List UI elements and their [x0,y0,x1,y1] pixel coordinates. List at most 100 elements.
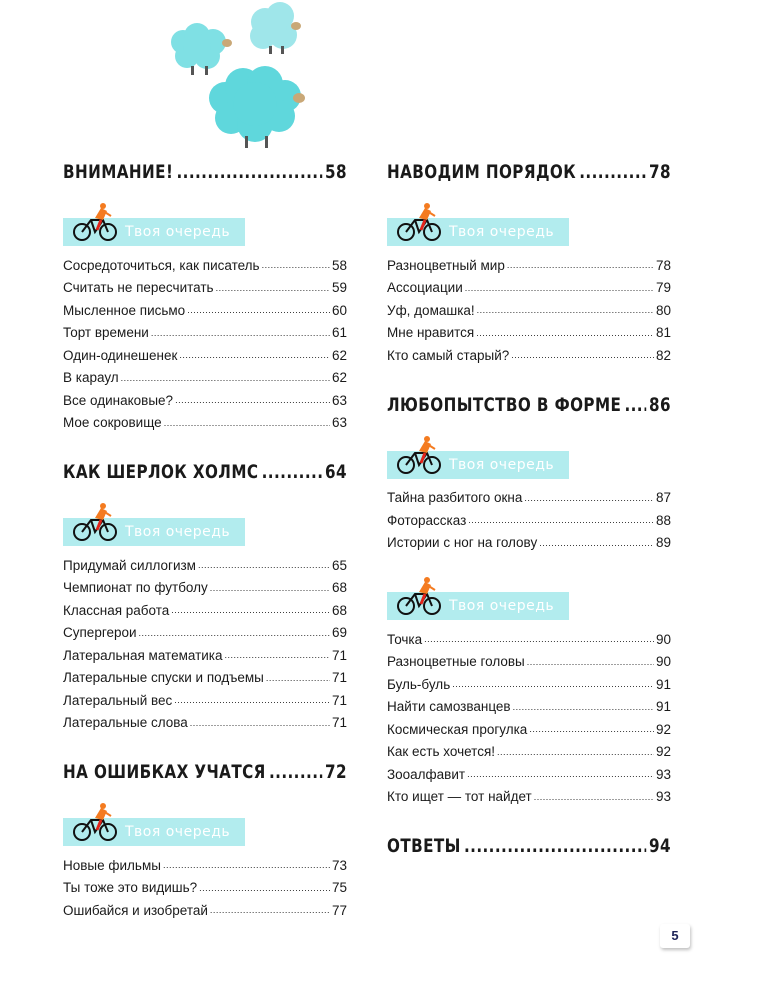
section-page: 94 [649,835,671,857]
toc-entry[interactable]: Латеральные слова 71 [63,712,347,735]
toc-entry[interactable]: Космическая прогулка 92 [387,718,671,741]
section-title: Как Шерлок Холмс [63,461,259,483]
banner-label: Твоя очередь [125,524,231,540]
toc-entry[interactable]: Найти самозванцев 91 [387,696,671,719]
toc-entry[interactable]: Уф, домашка! 80 [387,299,671,322]
toc-entry[interactable]: Мне нравится 81 [387,322,671,345]
banner-label: Твоя очередь [125,824,231,840]
entry-page: 89 [655,535,671,551]
toc-entry[interactable]: Мое сокровище 63 [63,412,347,435]
section-title: Наводим порядок [387,161,577,183]
toc-entry[interactable]: Зооалфавит 93 [387,763,671,786]
entry-page: 71 [331,647,347,663]
leader-dots [529,724,654,734]
toc-entry[interactable]: Придумай силлогизм 65 [63,554,347,577]
toc-entry[interactable]: Ты тоже это видишь? 75 [63,877,347,900]
section-heading[interactable]: Ответы 94 [387,831,671,861]
section-page: 64 [325,461,347,483]
entry-page: 87 [655,490,671,506]
toc-entry[interactable]: Все одинаковые? 63 [63,389,347,412]
toc-entry[interactable]: Как есть хочется! 92 [387,741,671,764]
section-heading[interactable]: На ошибках учатся 72 [63,757,347,787]
entry-title: Кто ищет — тот найдет [387,789,532,805]
leader-dots [476,328,654,338]
toc-entry[interactable]: Классная работа 68 [63,599,347,622]
entry-title: Найти самозванцев [387,699,511,715]
toc-entry[interactable]: Кто самый старый? 82 [387,344,671,367]
entry-page: 71 [331,692,347,708]
entry-title: Латеральный вес [63,692,173,708]
toc-entry[interactable]: Супергерои 69 [63,622,347,645]
leader-dots [424,634,654,644]
entry-title: Тайна разбитого окна [387,490,523,506]
toc-entry[interactable]: Разноцветные головы 90 [387,651,671,674]
toc-entry[interactable]: Ассоциации 79 [387,277,671,300]
entry-title: Сосредоточиться, как писатель [63,257,260,273]
section-heading[interactable]: Как Шерлок Холмс 64 [63,457,347,487]
leader-dots [477,305,654,315]
leader-dots [225,650,330,660]
entry-title: Истории с ног на голову [387,535,538,551]
section-heading[interactable]: Внимание! 58 [63,157,347,187]
leader-dots [190,718,330,728]
toc-entry[interactable]: Считать не пересчитать 59 [63,277,347,300]
toc-entry[interactable]: Новые фильмы 73 [63,854,347,877]
toc-entry[interactable]: Латеральный вес 71 [63,689,347,712]
cyclist-icon [397,577,441,615]
leader-dots [579,161,646,183]
entry-title: Все одинаковые? [63,392,174,408]
toc-entry[interactable]: В караул 62 [63,367,347,390]
entry-page: 61 [331,325,347,341]
your-turn-banner: Твоя очередь [63,803,245,846]
entry-title: Точка [387,631,423,647]
entry-title: В караул [63,370,119,386]
entry-title: Космическая прогулка [387,721,528,737]
toc-entry[interactable]: Латеральные спуски и подъемы 71 [63,667,347,690]
section-title: На ошибках учатся [63,761,266,783]
your-turn-banner: Твоя очередь [387,203,569,246]
entry-page: 59 [331,280,347,296]
leader-dots [163,860,330,870]
entry-page: 77 [331,902,347,918]
entry-page: 60 [331,302,347,318]
entry-page: 71 [331,715,347,731]
toc-entry[interactable]: Мысленное письмо 60 [63,299,347,322]
leader-dots [121,373,330,383]
entry-page: 79 [655,280,671,296]
entry-page: 62 [331,370,347,386]
entry-page: 75 [331,880,347,896]
toc-entry[interactable]: Тайна разбитого окна 87 [387,487,671,510]
toc-entry[interactable]: Фоторассказ 88 [387,509,671,532]
your-turn-banner: Твоя очередь [63,203,245,246]
toc-entry[interactable]: Кто ищет — тот найдет 93 [387,786,671,809]
cyclist-icon [397,203,441,241]
toc-entry[interactable]: Один-одинешенек 62 [63,344,347,367]
entry-title: Ассоциации [387,280,463,296]
toc-entry[interactable]: Истории с ног на голову 89 [387,532,671,555]
section-title: Внимание! [63,161,174,183]
leader-dots [210,905,330,915]
entry-page: 91 [655,676,671,692]
toc-entry[interactable]: Чемпионат по футболу 68 [63,577,347,600]
toc-entry[interactable]: Сосредоточиться, как писатель 58 [63,254,347,277]
entry-page: 81 [655,325,671,341]
leader-dots [198,560,330,570]
entry-page: 63 [331,392,347,408]
toc-entry[interactable]: Точка 90 [387,628,671,651]
entry-title: Классная работа [63,602,170,618]
toc-entry[interactable]: Буль-буль 91 [387,673,671,696]
entry-page: 63 [331,415,347,431]
entry-title: Мое сокровище [63,415,162,431]
section-heading[interactable]: Любопытство в форме 86 [387,390,671,420]
section-heading[interactable]: Наводим порядок 78 [387,157,671,187]
your-turn-banner: Твоя очередь [387,435,569,479]
toc-entry[interactable]: Ошибайся и изобретай 77 [63,899,347,922]
entry-title: Супергерои [63,625,137,641]
section-title: Ответы [387,835,461,857]
toc-entry[interactable]: Разноцветный мир 78 [387,254,671,277]
your-turn-banner: Твоя очередь [63,503,245,546]
entry-page: 82 [655,347,671,363]
toc-entry[interactable]: Латеральная математика 71 [63,644,347,667]
leader-dots [179,350,330,360]
toc-entry[interactable]: Торт времени 61 [63,322,347,345]
